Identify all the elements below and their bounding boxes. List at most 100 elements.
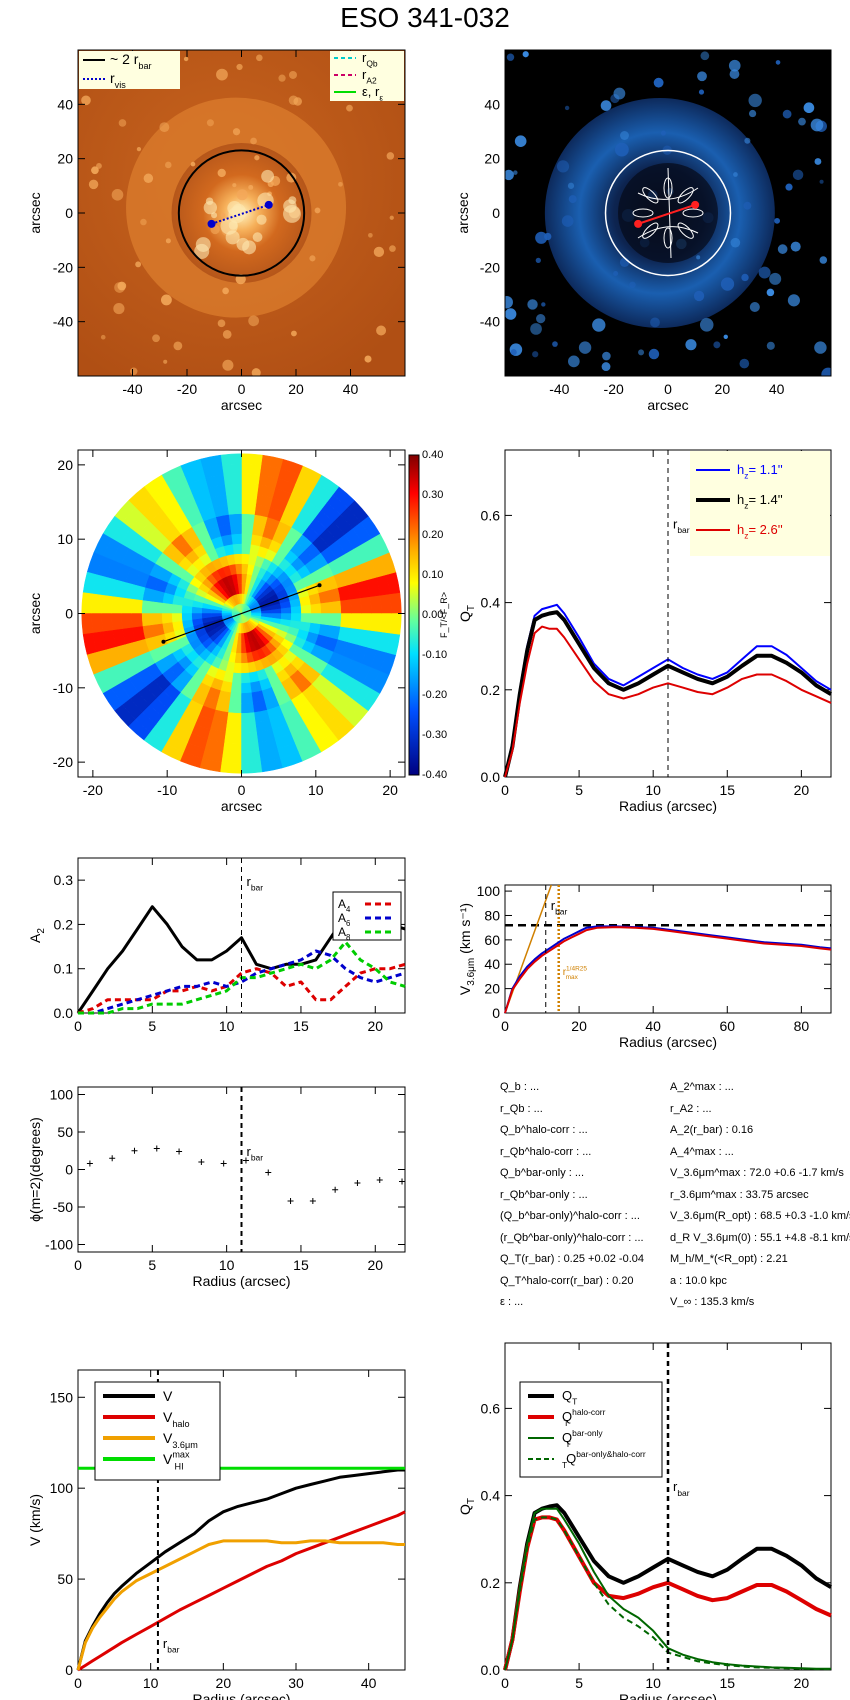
blue-contour xyxy=(682,208,704,218)
blue-blob xyxy=(514,135,527,148)
heatmap-cell xyxy=(241,453,263,466)
heatmap-cell xyxy=(141,600,153,614)
p9-ytick-label: 100 xyxy=(50,1480,74,1496)
orange-blob xyxy=(88,179,99,190)
p10-xtick-label: 20 xyxy=(794,1675,810,1691)
blue-blob xyxy=(698,89,705,95)
heatmap-cell xyxy=(241,751,262,764)
blue-blob xyxy=(787,294,800,307)
heatmap-cell xyxy=(241,483,259,495)
heatmap-cell xyxy=(369,613,382,632)
blue-blob xyxy=(774,217,781,224)
blue-bar-end-right xyxy=(691,200,700,209)
parameter-right-row: M_h/M_*(<R_opt) : 2.21 xyxy=(670,1253,788,1265)
parameter-right-row: a : 10.0 kpc xyxy=(670,1274,727,1287)
blue-blob xyxy=(561,215,574,227)
p3-xtick-label: -20 xyxy=(83,782,103,798)
heatmap-cell xyxy=(101,595,114,614)
heatmap-cell xyxy=(241,702,255,714)
heatmap-cell xyxy=(340,598,352,614)
p6-rbar-label: rbar xyxy=(551,898,568,917)
heatmap-cell xyxy=(389,613,402,635)
heatmap-bar-end-right xyxy=(317,583,322,588)
p6-ytick-label: 80 xyxy=(484,907,500,923)
p6-ytick-label: 60 xyxy=(484,932,500,948)
heatmap-cell xyxy=(221,463,242,476)
p4-ytick-label: 0.0 xyxy=(481,769,501,785)
heatmap-cell xyxy=(232,672,242,684)
blue-blob xyxy=(798,117,806,126)
orange-blob xyxy=(113,303,125,315)
heatmap-cell xyxy=(161,602,173,614)
orange-blob xyxy=(236,63,243,71)
blue-blob xyxy=(535,257,541,263)
p6-xlabel: Radius (arcsec) xyxy=(619,1034,717,1050)
orange-blob xyxy=(217,168,226,178)
orange-blob xyxy=(91,166,99,175)
blue-blob xyxy=(700,51,710,61)
p5-ytick-label: 0.0 xyxy=(54,1005,74,1021)
blue-blob xyxy=(567,182,575,189)
orange-blob xyxy=(81,95,91,106)
p2-ytick-label: 20 xyxy=(484,151,500,167)
panel-phase: 0 5 10 15 20 -100 -50 0 50 100 Radius (arcsec) ϕ(m=… xyxy=(27,1086,406,1289)
blue-blob xyxy=(648,348,660,360)
p4-series-line xyxy=(503,610,833,778)
p1-xtick-label: 20 xyxy=(288,381,304,397)
orange-blob xyxy=(111,188,124,201)
heatmap-cell xyxy=(141,613,153,627)
p9-ytick-label: 150 xyxy=(50,1389,74,1405)
p9-ylabel: V (km/s) xyxy=(27,1494,43,1546)
blue-blob xyxy=(777,244,788,254)
p2-ytick-label: 0 xyxy=(492,205,500,221)
blue-blob xyxy=(775,60,781,65)
heatmap-cell xyxy=(241,513,255,525)
heatmap-cell xyxy=(379,593,392,614)
p4-ylabel: QT xyxy=(457,605,477,622)
p9-legend-label: V3.6μm xyxy=(163,1430,198,1450)
blue-blob xyxy=(766,288,775,297)
p10-ylabel: QT xyxy=(457,1498,477,1515)
blue-contour xyxy=(642,222,659,239)
heatmap-cell xyxy=(330,600,342,614)
orange-blob xyxy=(165,238,171,244)
orange-blob xyxy=(129,367,138,376)
orange-galaxy-image xyxy=(78,50,405,376)
orange-blob xyxy=(338,181,343,187)
heatmap-cell xyxy=(241,563,249,575)
orange-blob xyxy=(314,207,321,214)
blue-blob xyxy=(653,77,664,88)
orange-rvis-end-left xyxy=(207,219,216,228)
blue-blob xyxy=(693,290,705,302)
p5-xtick-label: 15 xyxy=(293,1018,309,1034)
blue-blob xyxy=(592,318,606,332)
p10-series-line xyxy=(504,1516,831,1671)
blue-blob xyxy=(790,241,801,252)
p3-ytick-label: 0 xyxy=(65,606,73,622)
orange-blob xyxy=(376,325,387,336)
orange-blob xyxy=(386,152,395,160)
heatmap-cell xyxy=(290,613,302,622)
p4-xlabel: Radius (arcsec) xyxy=(619,798,717,814)
parameter-column-right: A_2^max : ... r_A2 : ... A_2(r_bar) : 0.16… xyxy=(670,1077,850,1314)
p10-series-line xyxy=(503,1515,832,1671)
heatmap-cell xyxy=(121,597,133,614)
orange-blob xyxy=(248,315,260,327)
p7-ytick-label: 0 xyxy=(65,1162,73,1178)
p1-ytick-label: -20 xyxy=(53,259,73,275)
p4-xtick-label: 5 xyxy=(575,782,583,798)
p9-rbar-label: rbar xyxy=(163,1636,180,1655)
p10-ytick-label: 0.0 xyxy=(481,1662,501,1678)
blue-blob xyxy=(530,323,542,335)
p3-ytick-label: -20 xyxy=(53,754,73,770)
blue-blob xyxy=(729,69,740,79)
p6-xtick-label: 40 xyxy=(645,1018,661,1034)
colorbar-tick-label: -0.30 xyxy=(422,729,447,741)
heatmap-cell xyxy=(241,533,253,545)
blue-blob xyxy=(785,183,793,191)
p9-legend-label: Vmax HI xyxy=(163,1450,190,1472)
p4-legend-bg xyxy=(690,451,830,556)
blue-blob xyxy=(568,195,577,204)
p5-rbar-label: rbar xyxy=(247,874,264,893)
